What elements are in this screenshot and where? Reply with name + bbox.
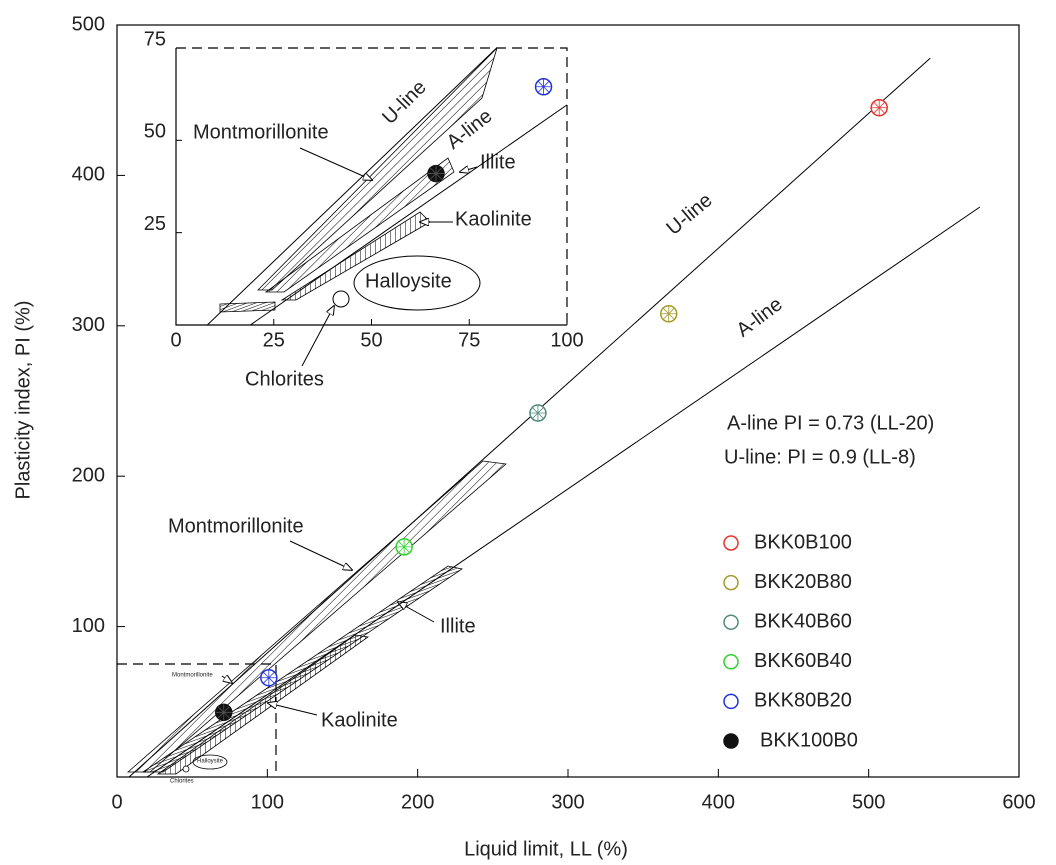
legend-marker bbox=[723, 733, 739, 749]
reference-line bbox=[146, 206, 981, 778]
equation: U-line: PI = 0.9 (LL-8) bbox=[724, 446, 916, 468]
annotation: Chlorites bbox=[170, 779, 194, 785]
illite-band bbox=[141, 565, 463, 773]
illite-band bbox=[264, 157, 455, 293]
point bbox=[395, 538, 413, 556]
x-tick-label: 600 bbox=[1002, 791, 1035, 813]
inset-frame bbox=[175, 47, 568, 367]
x-tick-label: 50 bbox=[360, 329, 382, 351]
annotation: Chlorites bbox=[245, 368, 324, 390]
legend-label: BKK0B100 bbox=[754, 531, 852, 553]
y-tick-label: 50 bbox=[144, 121, 166, 143]
y-tick-label: 300 bbox=[72, 314, 105, 336]
annotation: Montmorillonite bbox=[168, 515, 304, 537]
montmorillonite-band bbox=[257, 47, 498, 291]
annotation: Illite bbox=[440, 615, 476, 637]
legend-label: BKK20B80 bbox=[754, 571, 852, 593]
point bbox=[260, 668, 278, 687]
annotation: Montmorillonite bbox=[193, 121, 329, 143]
line-label: A-line bbox=[733, 293, 787, 341]
legend-marker bbox=[723, 614, 739, 630]
chlorite-band bbox=[219, 301, 276, 313]
annotation: Illite bbox=[480, 151, 516, 173]
point bbox=[659, 305, 678, 323]
y-tick-label: 25 bbox=[144, 213, 166, 235]
legend-label: BKK80B20 bbox=[754, 690, 852, 712]
legend-marker bbox=[723, 693, 739, 710]
x-tick-label: 0 bbox=[111, 791, 122, 813]
legend-label: BKK100B0 bbox=[760, 729, 858, 751]
legend-label: BKK60B40 bbox=[754, 650, 852, 672]
x-tick-label: 500 bbox=[852, 791, 885, 813]
x-tick-label: 75 bbox=[458, 329, 480, 351]
annotation: Halloysite bbox=[197, 759, 224, 765]
y-tick-label: 500 bbox=[72, 13, 105, 35]
point bbox=[427, 164, 445, 183]
y-axis-title: Plasticity index, PI (%) bbox=[12, 301, 34, 500]
y-tick-label: 100 bbox=[72, 615, 105, 637]
x-tick-label: 25 bbox=[263, 329, 285, 351]
x-tick-label: 200 bbox=[401, 791, 434, 813]
equation: A-line PI = 0.73 (LL-20) bbox=[727, 412, 934, 434]
x-tick-label: 300 bbox=[551, 791, 584, 813]
line-label: U-line bbox=[662, 189, 716, 239]
legend-marker bbox=[723, 654, 739, 670]
legend-marker bbox=[723, 535, 739, 551]
reference-line bbox=[250, 104, 568, 326]
point bbox=[214, 703, 233, 722]
reference-line bbox=[128, 57, 931, 778]
x-tick-label: 400 bbox=[702, 791, 735, 813]
legend-marker bbox=[723, 574, 739, 591]
annotation: Halloysite bbox=[365, 270, 452, 292]
x-tick-label: 0 bbox=[170, 329, 181, 351]
x-tick-label: 100 bbox=[251, 791, 284, 813]
x-tick-label: 100 bbox=[550, 329, 583, 351]
point bbox=[529, 404, 547, 422]
reference-line bbox=[206, 47, 497, 326]
y-tick-label: 400 bbox=[72, 164, 105, 186]
kaolinite-band bbox=[156, 634, 370, 775]
annotation: Montmorillonite bbox=[172, 673, 213, 679]
legend-label: BKK40B60 bbox=[754, 610, 852, 632]
y-tick-label: 200 bbox=[72, 464, 105, 486]
x-axis-title: Liquid limit, LL (%) bbox=[464, 838, 628, 860]
annotation: Kaolinite bbox=[321, 709, 398, 731]
annotation: Kaolinite bbox=[455, 208, 532, 230]
y-tick-label: 75 bbox=[144, 28, 166, 50]
point bbox=[534, 78, 553, 96]
point bbox=[870, 98, 888, 117]
